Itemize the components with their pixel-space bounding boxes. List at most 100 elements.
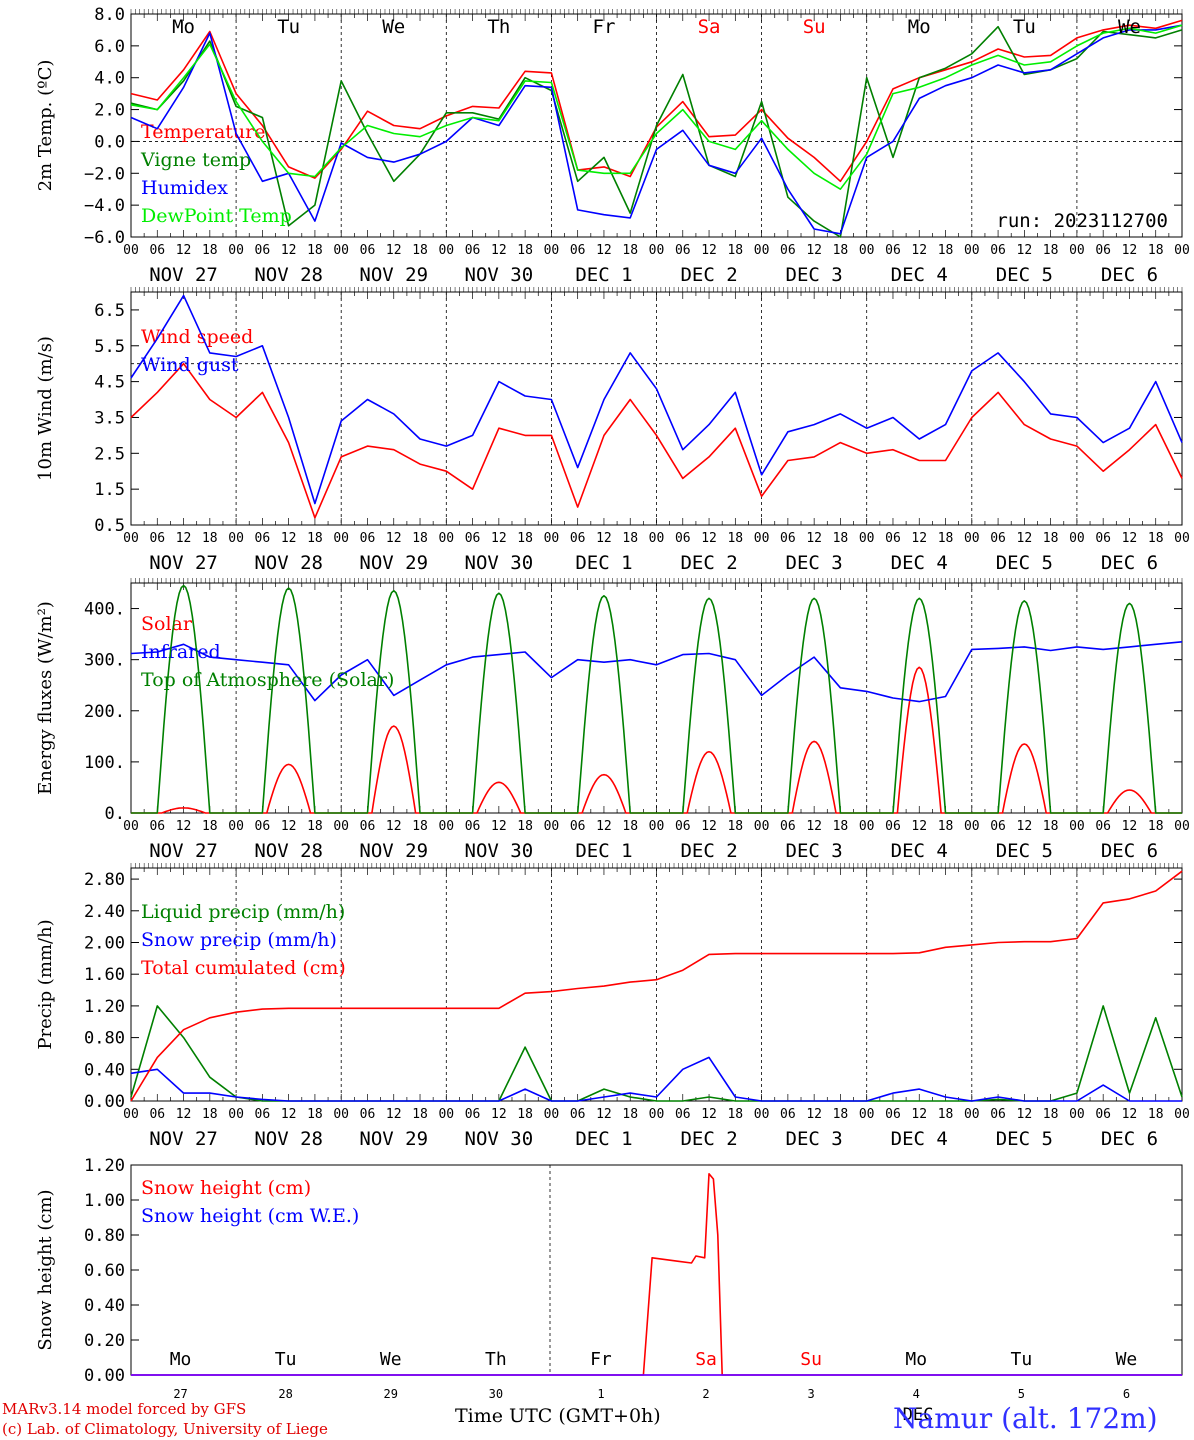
hour-label: 18 [833, 531, 849, 546]
date-label: DEC 6 [1101, 552, 1158, 574]
hour-label: 06 [570, 819, 586, 834]
hour-label: 00 [544, 1107, 560, 1122]
hour-label: 12 [806, 243, 822, 258]
y-tick-label: 400. [84, 600, 125, 620]
snow-date-label: 27 [173, 1387, 187, 1401]
hour-label: 00 [649, 1107, 665, 1122]
date-label: NOV 28 [254, 264, 323, 286]
weekday-label: Su [803, 16, 826, 38]
hour-label: 00 [438, 819, 454, 834]
hour-label: 12 [176, 1107, 192, 1122]
hour-label: 18 [412, 1107, 428, 1122]
y-axis-label: 10m Wind (m/s) [35, 336, 56, 481]
hour-label: 18 [622, 819, 638, 834]
y-tick-label: −6.0 [84, 228, 125, 248]
y-tick-label: 0.00 [84, 1092, 125, 1112]
date-label: DEC 2 [680, 552, 737, 574]
hour-label: 12 [596, 531, 612, 546]
hour-label: 12 [701, 819, 717, 834]
hour-label: 12 [386, 1107, 402, 1122]
hour-label: 18 [1148, 531, 1164, 546]
hour-label: 18 [833, 819, 849, 834]
date-label: DEC 2 [680, 264, 737, 286]
snow-weekday-label: Tu [275, 1349, 297, 1370]
hour-label: 18 [202, 1107, 218, 1122]
hour-label: 00 [123, 819, 139, 834]
snow-weekday-label: Fr [590, 1349, 612, 1370]
date-label: DEC 6 [1101, 1128, 1158, 1150]
y-tick-label: 5.5 [94, 337, 125, 357]
y-tick-label: 300. [84, 651, 125, 671]
date-label: DEC 1 [575, 1128, 632, 1150]
snow-date-label: 5 [1018, 1387, 1025, 1401]
y-tick-label: 6.0 [94, 37, 125, 57]
hour-label: 18 [727, 243, 743, 258]
hour-label: 18 [1043, 243, 1059, 258]
hour-label: 06 [570, 531, 586, 546]
y-axis-label: Energy fluxes (W/m²) [35, 601, 56, 795]
hour-label: 12 [806, 531, 822, 546]
hour-label: 00 [228, 819, 244, 834]
y-tick-label: 3.5 [94, 408, 125, 428]
series-line-3 [131, 584, 1182, 814]
weekday-label: Sa [698, 16, 721, 38]
hour-label: 18 [412, 243, 428, 258]
hour-label: 12 [176, 819, 192, 834]
hour-label: 12 [491, 1107, 507, 1122]
snow-date-label: 1 [597, 1387, 604, 1401]
snow-month-label: DEC [903, 1405, 934, 1425]
hour-label: 18 [1043, 1107, 1059, 1122]
hour-label: 18 [938, 819, 954, 834]
hour-label: 18 [938, 1107, 954, 1122]
hour-label: 06 [360, 819, 376, 834]
run-annotation: run: 2023112700 [996, 210, 1168, 232]
hour-label: 12 [596, 243, 612, 258]
hour-label: 00 [1174, 243, 1190, 258]
hour-label: 12 [491, 819, 507, 834]
hour-label: 00 [649, 819, 665, 834]
hour-label: 12 [1122, 531, 1138, 546]
date-label: DEC 1 [575, 264, 632, 286]
hour-label: 00 [544, 243, 560, 258]
date-label: NOV 29 [359, 552, 428, 574]
hour-label: 00 [1069, 531, 1085, 546]
y-tick-label: 1.20 [84, 1156, 125, 1176]
hour-label: 00 [754, 1107, 770, 1122]
hour-label: 00 [754, 243, 770, 258]
legend-entry: Snow height (cm) [141, 1177, 311, 1199]
y-tick-label: 0.80 [84, 1226, 125, 1246]
hour-label: 18 [307, 1107, 323, 1122]
time-axis-label: Time UTC (GMT+0h) [455, 1405, 661, 1427]
hour-label: 18 [622, 243, 638, 258]
date-label: DEC 3 [786, 552, 843, 574]
snow-date-label: 6 [1123, 1387, 1130, 1401]
hour-label: 06 [149, 1107, 165, 1122]
snow-date-label: 2 [702, 1387, 709, 1401]
hour-label: 00 [1174, 819, 1190, 834]
model-credit: MARv3.14 model forced by GFS [2, 1400, 247, 1418]
hour-label: 18 [727, 531, 743, 546]
hour-label: 12 [701, 1107, 717, 1122]
series-line-2 [130, 641, 1183, 703]
hour-label: 00 [123, 531, 139, 546]
hour-label: 18 [202, 819, 218, 834]
hour-label: 00 [123, 243, 139, 258]
hour-label: 18 [307, 531, 323, 546]
date-label: NOV 27 [149, 1128, 218, 1150]
hour-label: 18 [307, 819, 323, 834]
series-line-3 [130, 24, 1183, 235]
date-label: NOV 29 [359, 840, 428, 862]
y-tick-label: 8.0 [94, 5, 125, 25]
hour-label: 18 [1148, 243, 1164, 258]
hour-label: 06 [885, 531, 901, 546]
series-line-1 [130, 362, 1183, 519]
hour-label: 18 [307, 243, 323, 258]
y-tick-label: 100. [84, 753, 125, 773]
hour-label: 12 [491, 531, 507, 546]
hour-label: 06 [465, 1107, 481, 1122]
snow-weekday-label: Mo [905, 1349, 927, 1370]
snow-weekday-label: Su [800, 1349, 822, 1370]
hour-label: 18 [622, 1107, 638, 1122]
y-tick-label: 2.40 [84, 902, 125, 922]
